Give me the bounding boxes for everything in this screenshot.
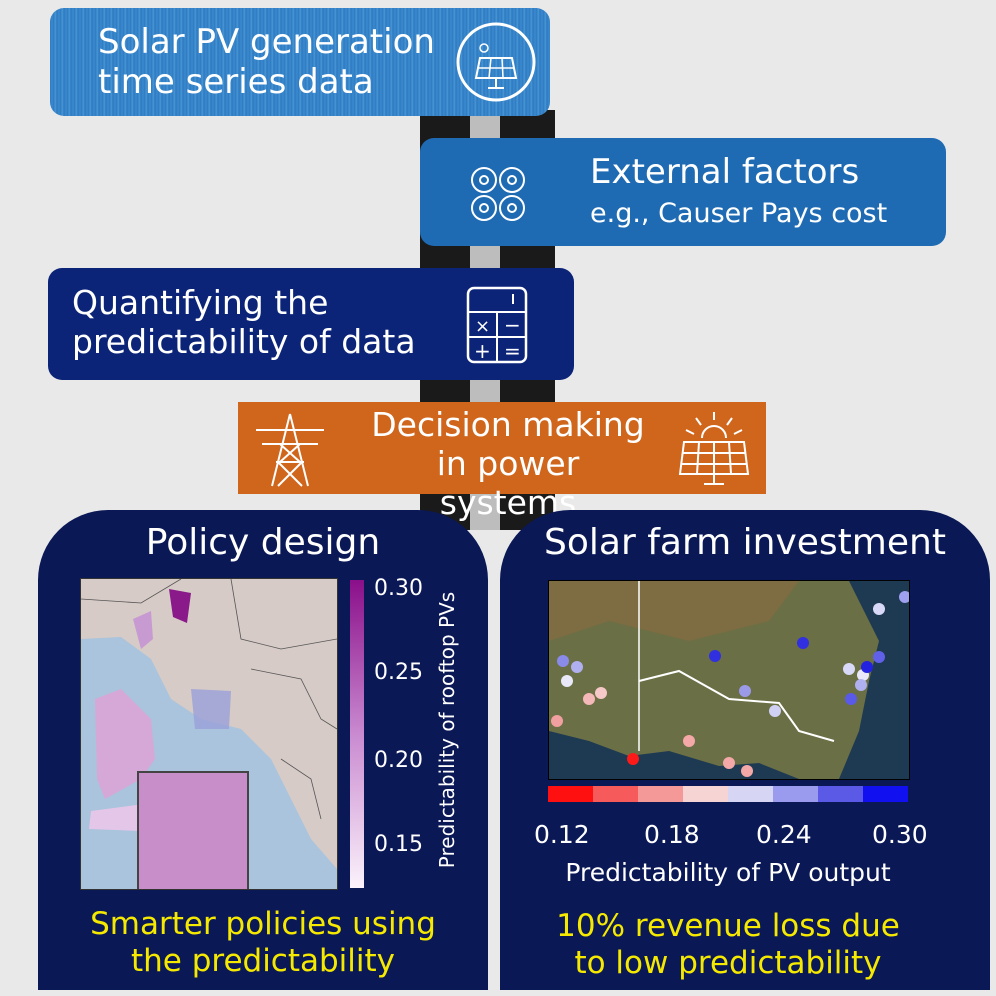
policy-tick-030: 0.30	[374, 576, 423, 601]
policy-map	[80, 578, 338, 890]
solar-colorbar-label: Predictability of PV output	[565, 858, 891, 887]
policy-title: Policy design	[145, 522, 381, 563]
svg-text:−: −	[504, 313, 521, 337]
quantify-line1: Quantifying the	[72, 283, 329, 322]
external-factors-box: External factors e.g., Causer Pays cost	[420, 138, 946, 246]
decision-line1: Decision making	[371, 405, 645, 444]
solar-pv-line2: time series data	[98, 62, 374, 103]
solar-tick-024: 0.24	[756, 820, 812, 849]
policy-inset	[137, 771, 249, 889]
puzzle-gears-icon	[471, 167, 525, 221]
solar-farm-points	[551, 591, 909, 777]
solar-pv-box: Solar PV generation time series data	[50, 8, 550, 116]
solar-footer-line2: to low predictability	[574, 944, 882, 981]
solar-tick-030: 0.30	[872, 820, 928, 849]
solar-panel: Solar farm investment	[500, 510, 990, 990]
policy-tick-020: 0.20	[374, 748, 423, 773]
calculator-icon: × − + =	[466, 286, 528, 364]
policy-footer-line1: Smarter policies using	[90, 906, 436, 942]
policy-colorbar	[350, 580, 364, 888]
policy-footer-line2: the predictability	[130, 942, 396, 979]
quantify-line2: predictability of data	[72, 321, 416, 361]
decision-line2: in power systems	[436, 443, 580, 522]
quantify-box: Quantifying the predictability of data ×…	[48, 268, 574, 380]
policy-panel: Policy design 0.30 0.25 0.20 0.15 Predic…	[38, 510, 488, 990]
solar-panel-icon	[456, 22, 536, 102]
solar-sun-icon	[678, 412, 750, 485]
svg-text:×: ×	[475, 316, 490, 337]
svg-text:=: =	[504, 339, 521, 363]
solar-tick-018: 0.18	[644, 820, 700, 849]
policy-colorbar-label: Predictability of rooftop PVs	[435, 591, 459, 869]
svg-text:+: +	[474, 339, 491, 363]
power-tower-icon	[256, 413, 324, 487]
external-line1: External factors	[590, 152, 860, 192]
solar-title: Solar farm investment	[544, 522, 946, 563]
policy-tick-025: 0.25	[374, 660, 423, 685]
solar-footer-line1: 10% revenue loss due	[556, 908, 900, 944]
solar-colorbar	[548, 786, 908, 802]
policy-tick-015: 0.15	[374, 832, 423, 857]
decision-box: Decision making in power systems	[238, 402, 766, 522]
external-line2: e.g., Causer Pays cost	[590, 198, 888, 229]
solar-tick-012: 0.12	[534, 820, 590, 849]
solar-map	[548, 580, 910, 780]
solar-pv-line1: Solar PV generation	[98, 22, 435, 62]
